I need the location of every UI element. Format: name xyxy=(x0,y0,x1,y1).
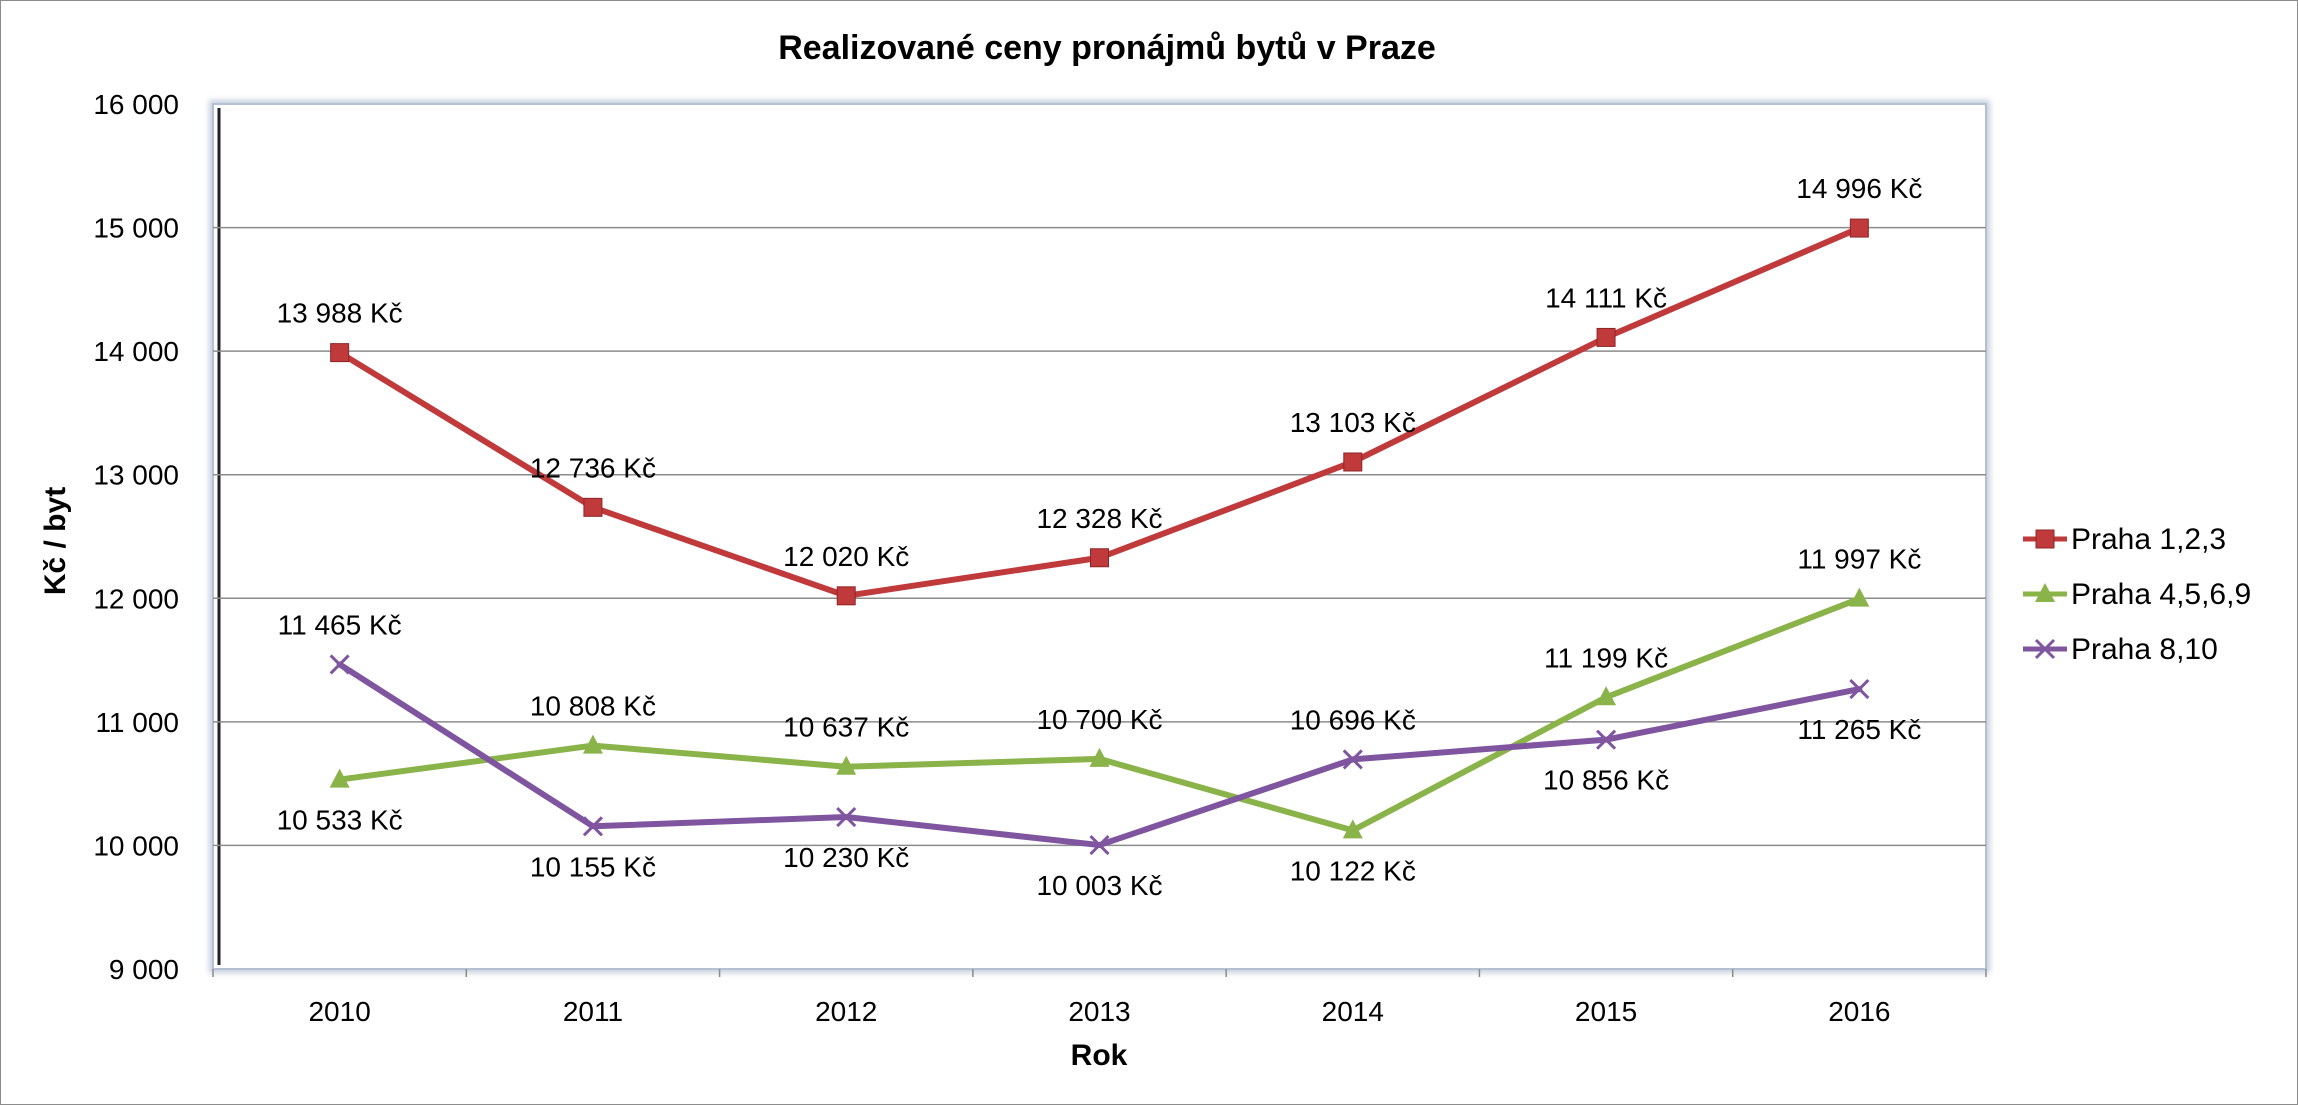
legend: Praha 1,2,3 Praha 4,5,6,9 Praha 8,10 xyxy=(2023,523,2251,666)
data-label: 11 997 Kč xyxy=(1797,544,1921,575)
legend-marker xyxy=(2034,638,2056,660)
x-tick-label: 2012 xyxy=(815,996,877,1027)
series-1 xyxy=(330,218,1869,606)
legend-marker xyxy=(2035,583,2055,602)
legend-marker xyxy=(2035,529,2055,549)
legend-item: Praha 4,5,6,9 xyxy=(2023,578,2251,611)
data-point xyxy=(1596,327,1616,347)
data-point xyxy=(1849,587,1870,607)
data-point xyxy=(836,806,857,828)
y-tick-label: 10 000 xyxy=(93,830,179,861)
data-point xyxy=(582,816,603,837)
data-point xyxy=(1343,452,1363,472)
data-point xyxy=(329,768,350,788)
data-point xyxy=(1849,679,1870,700)
legend-item: Praha 8,10 xyxy=(2023,633,2218,666)
data-label: 10 003 Kč xyxy=(1036,870,1162,901)
data-point xyxy=(1596,729,1617,750)
data-point xyxy=(1849,218,1869,238)
data-label: 13 988 Kč xyxy=(277,298,403,329)
data-point xyxy=(1342,819,1363,839)
data-label: 14 111 Kč xyxy=(1545,282,1667,313)
x-tick-label: 2016 xyxy=(1828,996,1890,1027)
data-label: 11 265 Kč xyxy=(1797,714,1921,745)
data-point xyxy=(1342,749,1363,770)
y-axis-ticks: 9 000 10 000 11 000 12 000 13 000 14 000 15 00… xyxy=(93,89,179,985)
legend-label: Praha 8,10 xyxy=(2071,633,2218,666)
data-label: 11 199 Kč xyxy=(1544,642,1668,673)
data-label: 10 122 Kč xyxy=(1290,855,1416,886)
data-point xyxy=(329,654,350,675)
data-labels: 13 988 Kč 12 736 Kč 12 020 Kč 12 328 Kč 13 1… xyxy=(277,173,1923,901)
y-tick-label: 13 000 xyxy=(93,460,179,491)
y-axis-title: Kč / byt xyxy=(39,487,72,595)
data-label: 13 103 Kč xyxy=(1290,407,1416,438)
data-point xyxy=(583,497,603,517)
data-label: 10 856 Kč xyxy=(1543,765,1669,796)
series-layer xyxy=(329,218,1870,856)
plot-background xyxy=(212,103,1987,970)
data-point xyxy=(1089,834,1110,856)
y-tick-label: 16 000 xyxy=(93,89,179,120)
y-tick-label: 12 000 xyxy=(93,583,179,614)
y-tick-label: 11 000 xyxy=(95,707,179,738)
x-axis-ticks: 2010 2011 2012 2013 2014 2015 2016 xyxy=(212,969,1987,1027)
series-2 xyxy=(329,587,1870,839)
data-point xyxy=(1089,747,1110,767)
data-point xyxy=(582,734,603,754)
data-point xyxy=(1090,548,1109,568)
chart-title: Realizované ceny pronájmů bytů v Praze xyxy=(778,29,1436,67)
data-label: 10 808 Kč xyxy=(530,691,656,722)
data-label: 14 996 Kč xyxy=(1796,173,1922,204)
x-axis-title: Rok xyxy=(1071,1039,1128,1072)
legend-label: Praha 4,5,6,9 xyxy=(2071,578,2251,611)
data-label: 12 328 Kč xyxy=(1036,503,1162,534)
data-label: 10 155 Kč xyxy=(530,851,656,882)
x-tick-label: 2011 xyxy=(563,996,623,1027)
data-label: 10 533 Kč xyxy=(277,805,403,836)
data-label: 12 020 Kč xyxy=(783,541,909,572)
y-tick-label: 15 000 xyxy=(93,213,179,244)
data-label: 10 637 Kč xyxy=(783,712,909,743)
data-point xyxy=(836,755,857,775)
series-3 xyxy=(329,654,1870,856)
x-tick-label: 2015 xyxy=(1575,996,1637,1027)
x-tick-label: 2014 xyxy=(1322,996,1384,1027)
data-label: 10 230 Kč xyxy=(783,842,909,873)
data-point xyxy=(836,586,856,606)
data-label: 10 700 Kč xyxy=(1036,704,1162,735)
data-point xyxy=(1596,686,1617,706)
data-point xyxy=(330,343,350,363)
y-tick-label: 14 000 xyxy=(93,336,179,367)
legend-item: Praha 1,2,3 xyxy=(2023,523,2226,556)
x-tick-label: 2010 xyxy=(308,996,370,1027)
x-tick-label: 2013 xyxy=(1068,996,1130,1027)
legend-label: Praha 1,2,3 xyxy=(2071,523,2226,556)
y-tick-label: 9 000 xyxy=(109,954,179,985)
data-label: 12 736 Kč xyxy=(530,452,656,483)
plot-area xyxy=(209,100,1990,973)
data-label: 11 465 Kč xyxy=(278,609,402,640)
data-label: 10 696 Kč xyxy=(1290,704,1416,735)
